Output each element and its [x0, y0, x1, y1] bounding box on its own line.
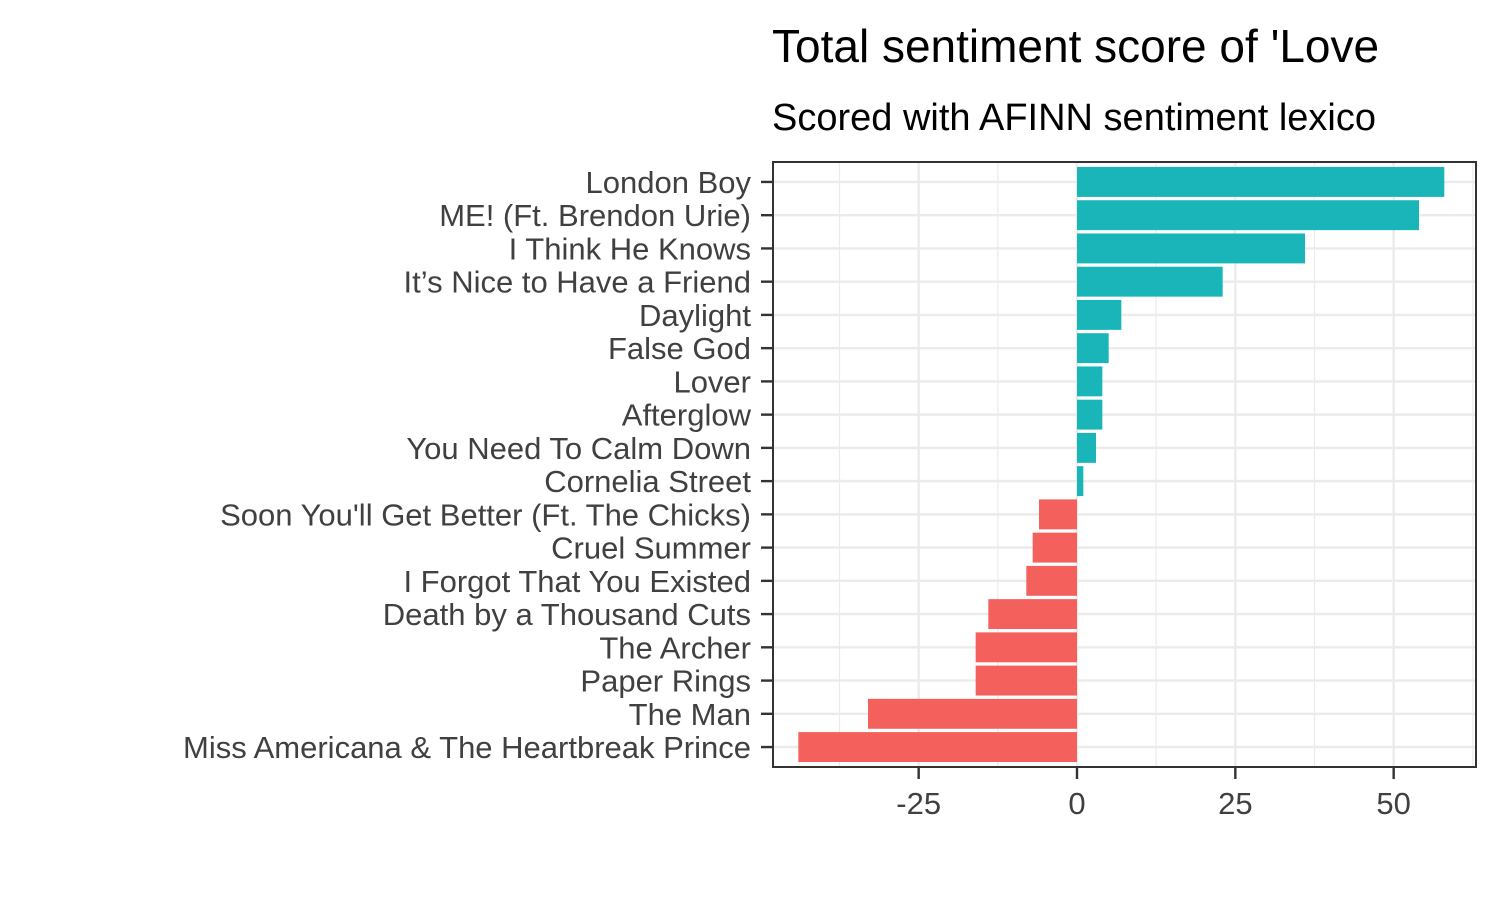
chart-title: Total sentiment score of 'Love	[772, 20, 1379, 72]
chart-subtitle: Scored with AFINN sentiment lexico	[772, 97, 1376, 139]
bar	[1077, 432, 1096, 463]
bars	[798, 166, 1445, 763]
bar	[975, 632, 1077, 663]
bar	[868, 698, 1077, 729]
bar	[1077, 266, 1223, 297]
plot-panel-border	[772, 161, 1477, 768]
x-tick-label: -25	[896, 786, 941, 821]
bar	[1077, 466, 1084, 497]
y-tick-label: I Forgot That You Existed	[403, 564, 751, 599]
bar	[1077, 366, 1103, 397]
x-tick-label: 0	[1068, 786, 1085, 821]
bar	[988, 599, 1077, 630]
bar	[1077, 200, 1419, 231]
y-tick-label: The Archer	[599, 630, 751, 665]
y-tick-label: Daylight	[639, 298, 751, 333]
y-tick-label: Cornelia Street	[544, 464, 751, 499]
x-tick-label: 25	[1218, 786, 1252, 821]
y-tick-label: London Boy	[586, 165, 752, 200]
bar	[1077, 399, 1103, 430]
y-tick-label: False God	[608, 331, 751, 366]
y-tick-label: Lover	[673, 364, 751, 399]
y-tick-label: Paper Rings	[580, 664, 751, 699]
bar	[975, 665, 1077, 696]
bar	[1039, 499, 1077, 530]
bar	[1077, 333, 1109, 364]
x-tick-label: 50	[1376, 786, 1410, 821]
bar	[1077, 299, 1122, 330]
bar	[1032, 532, 1077, 563]
y-tick-label: ME! (Ft. Brendon Urie)	[439, 198, 751, 233]
bar	[798, 732, 1077, 763]
y-tick-label: You Need To Calm Down	[406, 431, 751, 466]
y-tick-label: Death by a Thousand Cuts	[383, 597, 751, 632]
bar	[1077, 166, 1445, 197]
y-tick-label: Soon You'll Get Better (Ft. The Chicks)	[220, 497, 751, 532]
y-tick-label: I Think He Knows	[509, 231, 751, 266]
bar	[1026, 565, 1077, 596]
y-tick-label: The Man	[629, 697, 751, 732]
y-tick-label: Miss Americana & The Heartbreak Prince	[183, 730, 751, 765]
bar	[1077, 233, 1305, 264]
y-tick-label: Cruel Summer	[551, 531, 751, 566]
y-tick-label: Afterglow	[622, 398, 752, 433]
y-tick-label: It’s Nice to Have a Friend	[404, 265, 751, 300]
